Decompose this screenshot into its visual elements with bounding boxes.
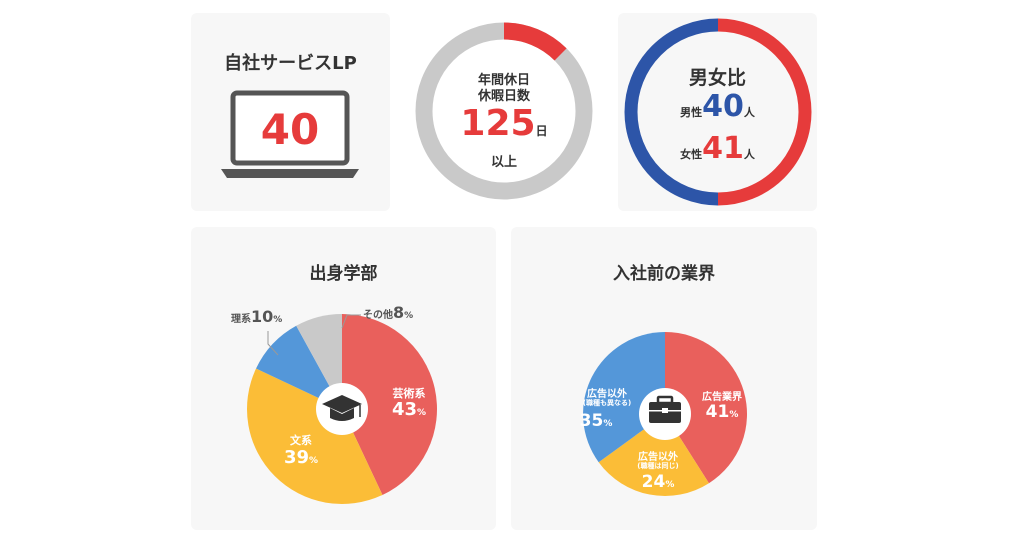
label-humanities-name: 文系 (290, 434, 312, 447)
holiday-ring (415, 22, 593, 200)
industry-title: 入社前の業界 (613, 264, 715, 284)
industry-pie-chart (583, 332, 747, 497)
label-non-ad-diff-note: (職種も異なる) (582, 399, 632, 407)
male-unit: 人 (743, 106, 755, 119)
label-non-ad-same-name: 広告以外 (638, 452, 678, 463)
label-art-name: 芸術系 (392, 387, 426, 400)
female-value: 41 (702, 131, 744, 166)
faculty-pie-slice-1 (247, 368, 383, 504)
holiday-unit: 日 (535, 124, 548, 138)
card-holidays: 年間休日 休暇日数 125日 以上 (404, 13, 604, 211)
label-science-value: 10 (251, 307, 274, 326)
label-ad-industry-value-group: 41% (687, 402, 757, 422)
faculty-title: 出身学部 (309, 264, 378, 284)
holiday-suffix: 以上 (490, 155, 517, 170)
label-science-name: 理系 (231, 314, 251, 325)
laptop-icon (221, 90, 359, 178)
card-gender-ratio: 男女比 男性40人 女性41人 (618, 13, 817, 211)
faculty-pie-slice-3 (296, 314, 342, 409)
label-ad-industry-unit: % (729, 410, 739, 420)
holiday-value: 125 (460, 103, 536, 144)
label-non-ad-diff-name: 広告以外 (587, 389, 627, 400)
card-industry: 入社前の業界 広告業界 41% 広告以外 (職種は同じ) 24% 広告以外 (職… (511, 227, 817, 530)
industry-pie-slice-1 (598, 414, 709, 497)
label-non-ad-same-value: 24 (641, 472, 666, 492)
male-row: 男性40人 (618, 89, 817, 124)
label-other-unit: % (404, 311, 414, 321)
faculty-pie-chart (247, 314, 437, 504)
label-non-ad-same-value-group: 24% (623, 472, 693, 492)
card-service-lp: 自社サービスLP 40 (191, 13, 390, 211)
holiday-value-group: 125日 (404, 103, 604, 144)
faculty-pie-slice-2 (256, 325, 342, 409)
label-humanities-unit: % (309, 456, 319, 466)
ring-female (717, 18, 812, 206)
graduation-cap-icon (322, 395, 362, 421)
industry-pie-slice-0 (665, 332, 747, 484)
label-non-ad-same-unit: % (665, 480, 675, 490)
label-non-ad-same-note: (職種は同じ) (637, 462, 679, 470)
label-science-unit: % (273, 315, 283, 325)
card-faculty: 出身学部 芸術系 43% 文系 39% 理系10% その他8% (191, 227, 496, 530)
holiday-label-line2: 休暇日数 (477, 89, 530, 104)
industry-pie-slice-2 (583, 332, 665, 463)
lp-title: 自社サービスLP (224, 53, 357, 74)
ring-male (624, 18, 719, 206)
label-non-ad-diff-value-group: 35% (571, 411, 621, 431)
female-label: 女性 (680, 148, 703, 161)
label-art-unit: % (417, 408, 427, 418)
label-humanities-value-group: 39% (271, 447, 331, 468)
male-value: 40 (702, 89, 744, 124)
label-science-group: 理系10% (231, 307, 301, 326)
female-unit: 人 (743, 148, 755, 161)
briefcase-icon (649, 395, 681, 423)
male-label: 男性 (680, 106, 703, 119)
label-other-value: 8 (393, 303, 405, 322)
lp-value: 40 (260, 105, 320, 154)
gender-title: 男女比 (688, 67, 746, 89)
label-ad-industry-name: 広告業界 (702, 392, 742, 403)
leader-science (267, 331, 279, 356)
gender-ring (624, 18, 812, 206)
faculty-pie-slice-0 (342, 314, 437, 495)
female-row: 女性41人 (618, 131, 817, 166)
label-other-group: その他8% (363, 303, 463, 322)
label-non-ad-diff-unit: % (603, 419, 613, 429)
holiday-ring-highlight (503, 22, 567, 61)
leader-other (341, 314, 361, 329)
label-art-value-group: 43% (379, 399, 439, 420)
label-other-name: その他 (363, 310, 393, 321)
holiday-label-line1: 年間休日 (477, 73, 530, 88)
label-art-value: 43 (391, 399, 418, 420)
label-humanities-value: 39 (283, 447, 310, 468)
label-non-ad-diff-value: 35 (579, 411, 604, 431)
label-ad-industry-value: 41 (705, 402, 730, 422)
